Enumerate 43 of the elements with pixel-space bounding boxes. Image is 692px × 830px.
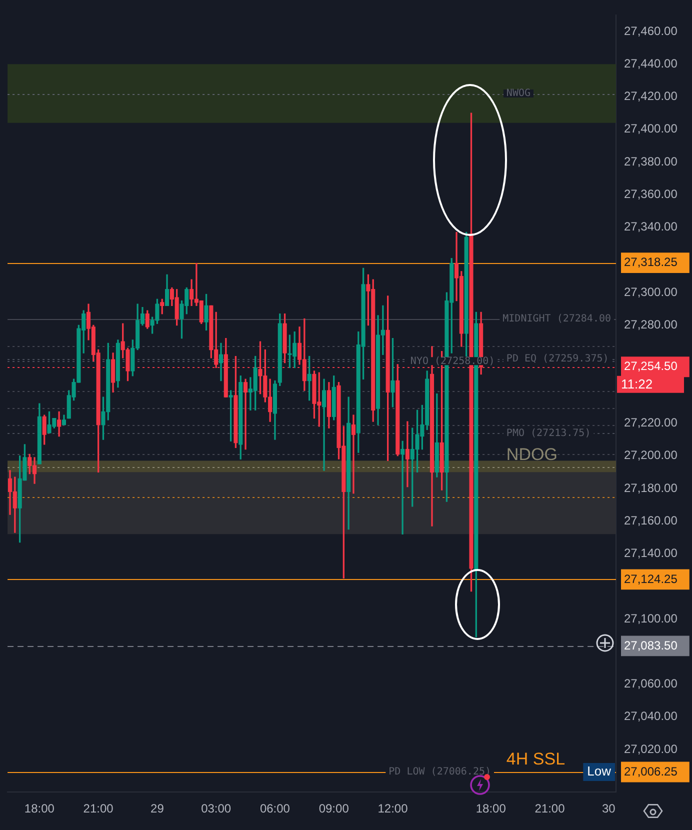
x-tick-label: 09:00 [318, 802, 350, 816]
x-tick-label: 21:00 [534, 802, 566, 816]
x-tick-label: 18:00 [24, 802, 55, 816]
y-tick-label: 27,060.00 [624, 676, 678, 691]
x-tick-label: 03:00 [201, 802, 232, 816]
y-tick-label: 27,360.00 [624, 187, 678, 202]
y-tick-label: 27,318.25 [624, 255, 678, 270]
ref-line-label: MIDNIGHT (27284.00 [502, 313, 612, 324]
y-tick-label: 27,280.00 [624, 318, 678, 332]
y-tick-label: 27,124.25 [624, 572, 678, 586]
y-tick-label: 27,006.25 [624, 764, 678, 778]
y-tick-label: 27,420.00 [624, 89, 678, 104]
y-tick-label: 27,400.00 [624, 122, 678, 136]
y-tick-label: 27,040.00 [624, 709, 678, 724]
ref-line-label: 4H SSL [506, 750, 566, 769]
y-tick-label: 27,160.00 [624, 513, 678, 528]
y-tick-label: 27,100.00 [624, 611, 678, 626]
y-tick-label: 27,083.50 [624, 638, 678, 652]
ref-line-label: NDOG [506, 444, 558, 464]
x-tick-label: 29 [150, 802, 164, 816]
x-tick-label: 30 [602, 802, 616, 816]
x-tick-label: 18:00 [476, 802, 506, 816]
y-tick-label: 27,460.00 [624, 24, 678, 38]
ref-line-label: NYO (27258.00) [410, 356, 495, 367]
x-tick-label: 21:00 [83, 802, 114, 816]
y-tick-label: 27,380.00 [624, 154, 678, 168]
ref-line-label: PD EQ (27259.375) [506, 354, 609, 365]
ref-line-label: PMO (27213.75) [506, 428, 591, 439]
y-tick-label: 27,340.00 [624, 220, 678, 234]
y-tick-label: 27,300.00 [624, 284, 678, 299]
annotation: PD LOW (27006.25) [388, 766, 492, 778]
y-tick-label: 27,020.00 [624, 742, 678, 756]
y-tick-label: 27,180.00 [624, 480, 678, 495]
y-tick-label: 27,440.00 [624, 56, 678, 70]
annotation: Low [587, 764, 612, 779]
y-tick-label: 27,220.00 [624, 415, 678, 430]
y-tick-label: 27,140.00 [624, 546, 678, 560]
x-tick-label: 12:00 [378, 802, 408, 816]
x-tick-label: 06:00 [260, 802, 290, 816]
ref-line-label: NWOG [506, 88, 531, 100]
text: 11:22 [621, 376, 653, 392]
y-tick-label: 27,200.00 [624, 448, 678, 462]
y-tick-label: 27,254.50 [624, 359, 678, 374]
